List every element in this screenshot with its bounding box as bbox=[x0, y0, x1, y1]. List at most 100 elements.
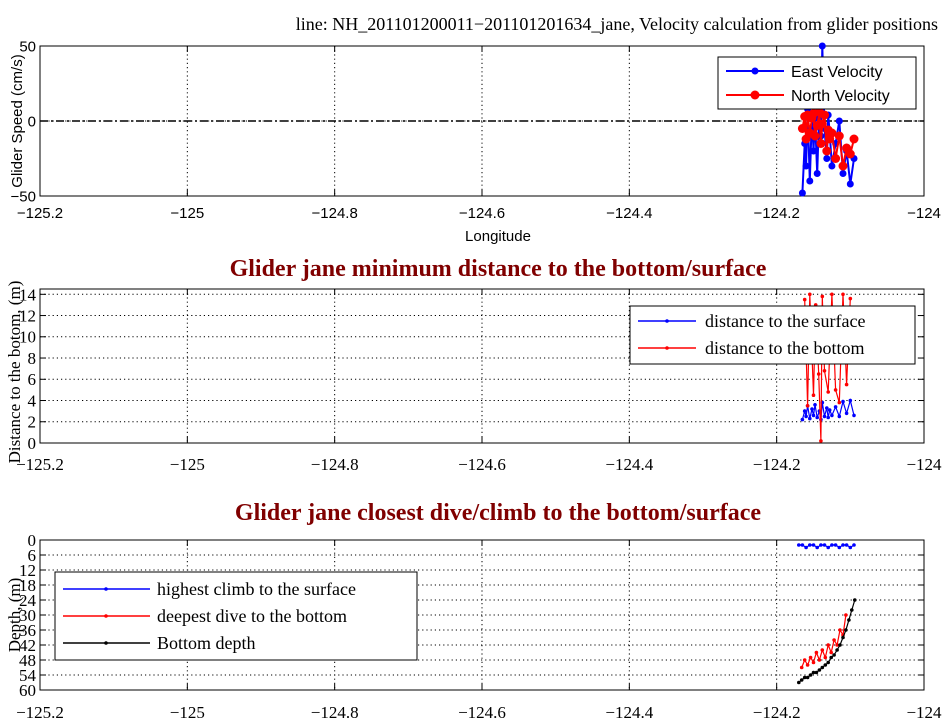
series-bottom-depth-point bbox=[853, 598, 857, 602]
series-distance-to-the-surface-point bbox=[822, 414, 827, 419]
distance-legend-box bbox=[629, 305, 916, 365]
velocity-x-tick-label: −125 bbox=[170, 205, 204, 222]
series-distance-to-the-bottom-point bbox=[805, 404, 810, 408]
series-east-velocity-point bbox=[813, 170, 821, 177]
series-north-velocity-point bbox=[816, 139, 826, 148]
depth-y-tick-label: 54 bbox=[19, 666, 37, 685]
series-deepest-dive-to-the-bottom-point bbox=[808, 655, 813, 660]
legend-highest-climb-marker bbox=[104, 587, 108, 591]
series-distance-to-the-bottom-point bbox=[833, 388, 838, 392]
series-east-velocity-point bbox=[828, 162, 836, 170]
series-deepest-dive-to-the-bottom-point bbox=[826, 643, 830, 647]
depth-x-tick-label: −124.6 bbox=[458, 703, 506, 722]
depth-y-tick-label: 42 bbox=[19, 636, 36, 655]
depth-x-tick-label: −125.2 bbox=[16, 703, 64, 722]
series-highest-climb-to-the-surface-point bbox=[819, 543, 823, 547]
velocity-x-tick-label: −124 bbox=[907, 205, 941, 222]
series-bottom-depth-point bbox=[847, 618, 851, 622]
depth-x-tick-label: −124.2 bbox=[753, 703, 801, 722]
series-bottom-depth-point bbox=[841, 635, 845, 640]
velocity-legend: East Velocity North Velocity bbox=[717, 56, 917, 110]
series-bottom-depth-point bbox=[838, 643, 842, 647]
series-highest-climb-to-the-surface-point bbox=[841, 543, 845, 547]
series-bottom-depth-point bbox=[832, 653, 836, 657]
depth-y-tick-label: 36 bbox=[19, 621, 36, 640]
legend-bottom-depth-label: Bottom depth bbox=[157, 633, 256, 653]
series-distance-to-the-bottom-point bbox=[841, 292, 845, 297]
depth-legend-box bbox=[54, 571, 418, 661]
series-east-velocity-point bbox=[798, 189, 806, 197]
legend-distance-surface-label: distance to the surface bbox=[705, 311, 865, 331]
series-distance-to-the-surface-point bbox=[830, 413, 834, 418]
series-distance-to-the-surface-point bbox=[841, 399, 845, 404]
series-highest-climb-to-the-surface-point bbox=[852, 543, 856, 547]
series-east-velocity-point bbox=[802, 162, 810, 170]
series-distance-to-the-bottom-point bbox=[822, 369, 827, 373]
series-distance-to-the-surface-point bbox=[852, 413, 856, 418]
series-north-velocity-point bbox=[831, 154, 841, 163]
series-highest-climb-to-the-surface-point bbox=[797, 543, 801, 547]
series-highest-climb-to-the-surface-point bbox=[811, 543, 816, 547]
series-bottom-depth-point bbox=[808, 673, 813, 677]
series-bottom-depth-point bbox=[817, 668, 822, 672]
distance-x-tick-label: −124.6 bbox=[458, 455, 506, 474]
depth-y-tick-label: 48 bbox=[19, 651, 36, 670]
series-deepest-dive-to-the-bottom-line bbox=[801, 614, 847, 668]
series-distance-to-the-bottom-point bbox=[830, 292, 834, 297]
series-distance-to-the-bottom-point bbox=[811, 393, 816, 398]
depth-panel: −125.2 −125 −124.8 −124.6 −124.4 −124.2 −124 0… bbox=[5, 531, 942, 722]
series-distance-to-the-surface-point bbox=[800, 417, 805, 422]
velocity-x-tick-label: −124.4 bbox=[606, 205, 652, 222]
series-bottom-depth-point bbox=[823, 663, 828, 667]
series-north-velocity-point bbox=[817, 119, 827, 129]
series-highest-climb-to-the-surface-point bbox=[804, 545, 808, 550]
series-bottom-depth-point bbox=[850, 608, 854, 612]
series-distance-to-the-surface-point bbox=[815, 415, 819, 420]
series-distance-to-the-surface-point bbox=[813, 403, 817, 407]
series-deepest-dive-to-the-bottom-point bbox=[844, 613, 848, 617]
series-deepest-dive-to-the-bottom-point bbox=[835, 643, 839, 647]
legend-deepest-dive-label: deepest dive to the bottom bbox=[157, 606, 347, 626]
series-deepest-dive-to-the-bottom-point bbox=[805, 663, 810, 667]
series-highest-climb-to-the-surface-point bbox=[844, 543, 849, 547]
distance-chart-title: Glider jane minimum distance to the bott… bbox=[230, 256, 767, 282]
distance-y-tick-label: 4 bbox=[28, 391, 37, 410]
series-bottom-depth-point bbox=[820, 665, 825, 670]
depth-y-tick-label: 24 bbox=[19, 591, 37, 610]
series-east-velocity-point bbox=[835, 117, 843, 125]
depth-x-tick-label: −125 bbox=[170, 703, 205, 722]
velocity-panel: −125.2 −125 −124.8 −124.6 −124.4 −124.2 −124 −… bbox=[9, 38, 941, 245]
legend-deepest-dive-marker bbox=[104, 614, 108, 618]
velocity-y-tick-label: −50 bbox=[11, 188, 36, 205]
legend-distance-surface-marker bbox=[665, 319, 669, 323]
legend-bottom-depth-marker bbox=[104, 641, 108, 645]
series-deepest-dive-to-the-bottom-point bbox=[832, 638, 836, 642]
distance-x-tick-label: −124.2 bbox=[753, 455, 801, 474]
velocity-y-axis-label: Glider Speed (cm/s) bbox=[9, 54, 26, 187]
depth-x-tick-label: −124.4 bbox=[605, 703, 653, 722]
series-distance-to-the-surface-point bbox=[827, 408, 832, 412]
series-distance-to-the-bottom-point bbox=[826, 390, 830, 394]
depth-x-tick-label: −124.8 bbox=[311, 703, 359, 722]
distance-x-tick-label: −125.2 bbox=[16, 455, 64, 474]
series-highest-climb-to-the-surface-point bbox=[815, 545, 819, 550]
series-north-velocity-point bbox=[822, 146, 832, 156]
series-distance-to-the-surface-point bbox=[848, 398, 853, 403]
series-north-velocity-point bbox=[810, 131, 820, 141]
series-distance-to-the-surface-point bbox=[826, 415, 830, 420]
series-deepest-dive-to-the-bottom-point bbox=[829, 650, 833, 655]
series-distance-to-the-surface-point bbox=[810, 407, 814, 411]
distance-legend: distance to the surface distance to the … bbox=[629, 305, 916, 365]
series-north-velocity-point bbox=[838, 161, 848, 171]
distance-panel: −125.2 −125 −124.8 −124.6 −124.4 −124.2 −124 0… bbox=[5, 281, 942, 474]
series-north-velocity-point bbox=[849, 134, 859, 144]
series-distance-to-the-surface-point bbox=[833, 405, 838, 409]
legend-distance-bottom-marker bbox=[665, 346, 669, 350]
velocity-x-tick-label: −125.2 bbox=[17, 205, 63, 222]
distance-y-tick-label: 0 bbox=[28, 434, 37, 453]
series-deepest-dive-to-the-bottom-point bbox=[820, 648, 825, 652]
series-deepest-dive-to-the-bottom-point bbox=[802, 658, 807, 662]
series-distance-to-the-surface-point bbox=[844, 411, 849, 416]
series-north-velocity-point bbox=[845, 149, 855, 159]
series-east-velocity-point bbox=[823, 155, 831, 162]
